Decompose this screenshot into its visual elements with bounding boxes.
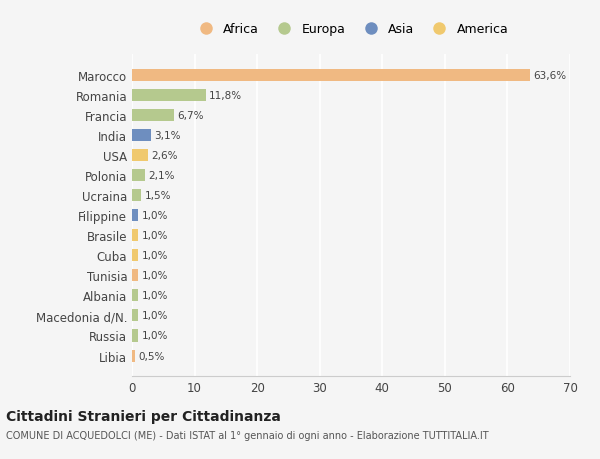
Bar	[132, 330, 138, 342]
Bar	[132, 290, 138, 302]
Bar	[132, 270, 138, 282]
Bar	[132, 110, 174, 122]
Text: 1,0%: 1,0%	[142, 311, 168, 321]
Text: 1,0%: 1,0%	[142, 231, 168, 241]
Bar	[132, 310, 138, 322]
Bar	[132, 70, 530, 82]
Bar	[132, 90, 206, 102]
Bar	[132, 130, 151, 142]
Text: COMUNE DI ACQUEDOLCI (ME) - Dati ISTAT al 1° gennaio di ogni anno - Elaborazione: COMUNE DI ACQUEDOLCI (ME) - Dati ISTAT a…	[6, 431, 488, 440]
Text: 1,0%: 1,0%	[142, 271, 168, 281]
Legend: Africa, Europa, Asia, America: Africa, Europa, Asia, America	[190, 20, 512, 40]
Text: 3,1%: 3,1%	[155, 131, 181, 141]
Bar	[132, 190, 142, 202]
Text: 1,0%: 1,0%	[142, 251, 168, 261]
Bar	[132, 210, 138, 222]
Text: 1,0%: 1,0%	[142, 331, 168, 341]
Text: Cittadini Stranieri per Cittadinanza: Cittadini Stranieri per Cittadinanza	[6, 409, 281, 423]
Text: 1,0%: 1,0%	[142, 211, 168, 221]
Text: 11,8%: 11,8%	[209, 91, 242, 101]
Text: 0,5%: 0,5%	[138, 351, 164, 361]
Bar	[132, 250, 138, 262]
Bar	[132, 150, 148, 162]
Text: 2,6%: 2,6%	[151, 151, 178, 161]
Text: 6,7%: 6,7%	[177, 111, 203, 121]
Bar	[132, 170, 145, 182]
Bar	[132, 230, 138, 242]
Text: 2,1%: 2,1%	[148, 171, 175, 181]
Bar	[132, 350, 135, 362]
Text: 1,0%: 1,0%	[142, 291, 168, 301]
Text: 63,6%: 63,6%	[533, 71, 566, 81]
Text: 1,5%: 1,5%	[145, 191, 171, 201]
